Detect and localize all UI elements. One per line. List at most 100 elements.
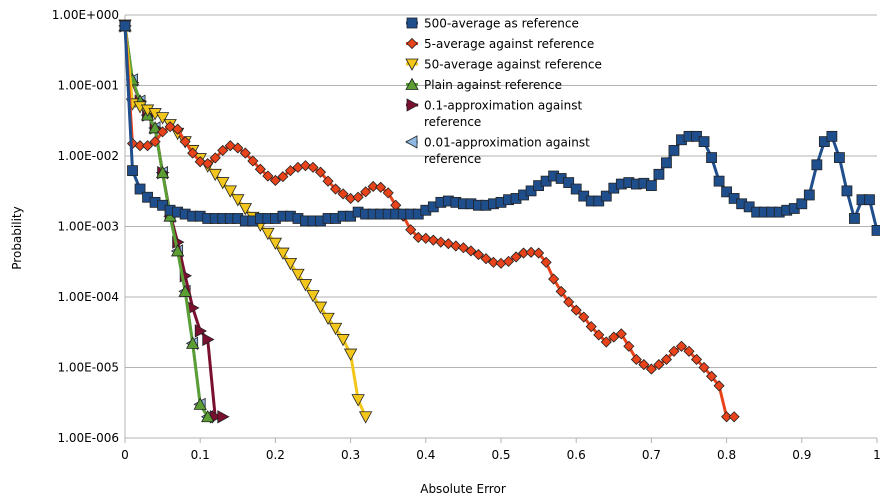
legend-swatch-marker — [405, 77, 419, 90]
x-tick-label: 0.7 — [642, 448, 661, 462]
data-point — [261, 227, 275, 241]
data-point — [164, 121, 176, 133]
data-point — [548, 273, 560, 285]
data-point — [186, 336, 200, 349]
data-point — [134, 183, 146, 195]
x-tick-label: 0.6 — [567, 448, 586, 462]
data-point — [155, 112, 170, 125]
legend-item: 50-average against reference — [405, 58, 602, 72]
y-tick-label: 1.00E-001 — [57, 79, 119, 93]
data-point — [705, 370, 718, 382]
data-point — [375, 181, 387, 193]
legend-label: 0.1-approximation against reference — [424, 99, 582, 130]
series-1 — [119, 20, 880, 236]
data-point — [668, 345, 680, 357]
data-point — [232, 142, 244, 154]
data-point — [276, 247, 290, 260]
x-tick-label: 0.5 — [491, 448, 510, 462]
data-point — [706, 152, 717, 163]
data-point — [638, 359, 650, 371]
data-point — [367, 180, 379, 193]
data-point — [668, 145, 680, 156]
data-point — [262, 170, 274, 182]
x-tick-label: 0.3 — [341, 448, 360, 462]
data-point — [306, 290, 320, 303]
legend-label: Plain against reference — [424, 78, 562, 92]
data-point — [487, 256, 500, 268]
data-point — [231, 194, 245, 207]
data-point — [157, 126, 169, 138]
data-point — [721, 186, 732, 198]
data-point — [502, 255, 515, 267]
data-point — [254, 163, 266, 175]
data-point — [593, 329, 605, 341]
data-point — [208, 168, 222, 182]
legend-label: 500-average as reference — [424, 17, 579, 31]
x-axis-title: Absolute Error — [420, 482, 506, 496]
legend-label: 5-average against reference — [424, 37, 594, 51]
data-point — [480, 253, 492, 265]
data-point — [127, 165, 138, 177]
data-point — [268, 237, 283, 251]
data-point — [217, 410, 230, 424]
series-layer — [118, 19, 880, 424]
data-point — [358, 411, 373, 424]
data-point — [623, 340, 635, 352]
data-point — [420, 232, 432, 244]
data-point — [321, 312, 335, 326]
data-point — [412, 231, 424, 243]
data-point — [645, 363, 657, 375]
data-point — [871, 225, 880, 236]
data-point — [683, 345, 695, 357]
data-point — [119, 20, 131, 32]
legend-label-line: 0.01-approximation against — [424, 135, 590, 149]
data-point — [239, 147, 251, 159]
data-point — [841, 185, 853, 197]
axis-layer: 1.00E+000 1.00E-001 1.00E-002 1.00E-003 1.00… — [52, 8, 880, 462]
data-point — [570, 183, 582, 195]
data-point — [450, 240, 462, 252]
x-tick-label: 0.1 — [191, 448, 210, 462]
legend-swatch-marker — [406, 37, 418, 50]
data-point — [277, 171, 289, 183]
data-point — [194, 324, 208, 338]
data-point — [608, 331, 620, 343]
data-point — [472, 248, 485, 261]
data-point — [525, 246, 537, 258]
x-tick-label: 0 — [121, 448, 129, 462]
legend-swatch-marker — [406, 98, 419, 112]
data-point — [540, 256, 552, 268]
data-point — [238, 203, 252, 216]
data-point — [563, 296, 575, 308]
data-point — [796, 198, 808, 210]
data-point — [202, 158, 214, 170]
y-tick-label: 1.00E-005 — [57, 361, 119, 375]
data-point — [217, 144, 229, 156]
data-point — [630, 353, 642, 366]
data-point — [329, 183, 342, 195]
legend-item: 0.01-approximation against reference — [405, 135, 590, 166]
data-point — [216, 177, 230, 190]
data-point — [194, 156, 206, 168]
data-point — [284, 165, 297, 177]
data-point — [690, 353, 703, 366]
data-point — [698, 136, 710, 148]
legend-swatch-marker — [406, 17, 418, 29]
data-point — [510, 251, 522, 263]
data-point — [352, 191, 364, 203]
legend: 500-average as reference 5-average agains… — [405, 17, 602, 166]
data-point — [675, 340, 688, 352]
legend-label-line: reference — [424, 152, 481, 166]
data-point — [698, 361, 710, 374]
legend-item: 0.1-approximation against reference — [406, 98, 582, 130]
data-point — [223, 185, 237, 198]
data-point — [247, 155, 259, 167]
data-point — [826, 130, 838, 142]
data-point — [336, 334, 350, 347]
data-point — [172, 123, 184, 135]
data-point — [849, 213, 860, 224]
x-tick-label: 0.2 — [266, 448, 285, 462]
data-point — [134, 140, 146, 152]
data-point — [811, 159, 823, 171]
data-point — [307, 161, 319, 173]
